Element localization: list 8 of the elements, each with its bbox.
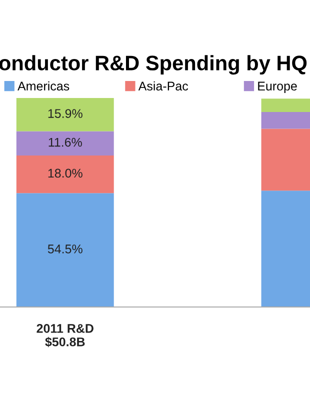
- data-label: 11.6%: [48, 138, 82, 147]
- data-label: 15.9%: [48, 109, 82, 118]
- data-label: 18.0%: [48, 168, 82, 178]
- data-label: 54.5%: [48, 244, 82, 254]
- legend-label: Europe: [258, 82, 297, 93]
- x-tick-label: 2011 R&D $50.8B: [36, 324, 94, 348]
- legend-label: Americas: [18, 81, 70, 91]
- legend-label: Asia-Pac: [138, 81, 188, 91]
